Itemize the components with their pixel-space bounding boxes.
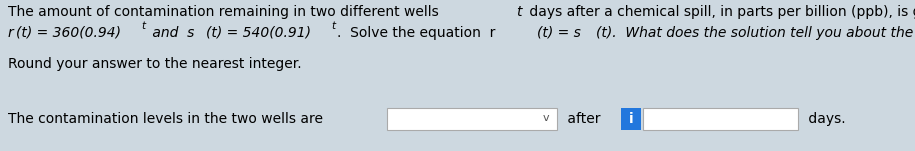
Text: v: v	[543, 113, 550, 123]
Text: The contamination levels in the two wells are: The contamination levels in the two well…	[8, 112, 323, 126]
Text: i: i	[629, 112, 634, 126]
Text: days after a chemical spill, in parts per billion (ppb), is given by: days after a chemical spill, in parts pe…	[524, 5, 915, 19]
Text: (t) = 360(0.94): (t) = 360(0.94)	[16, 26, 122, 40]
Text: .  Solve the equation  r: . Solve the equation r	[337, 26, 496, 40]
Text: after: after	[563, 112, 605, 126]
Text: The amount of contamination remaining in two different wells: The amount of contamination remaining in…	[8, 5, 443, 19]
Text: t: t	[516, 5, 522, 19]
Text: t: t	[331, 21, 335, 31]
Text: (t).  What does the solution tell you about the wells?: (t). What does the solution tell you abo…	[596, 26, 915, 40]
Text: r: r	[8, 26, 14, 40]
FancyBboxPatch shape	[387, 108, 557, 130]
Text: t: t	[141, 21, 145, 31]
FancyBboxPatch shape	[621, 108, 641, 130]
Text: and  s: and s	[147, 26, 194, 40]
Text: (t) = s: (t) = s	[537, 26, 581, 40]
Text: (t) = 540(0.91): (t) = 540(0.91)	[206, 26, 311, 40]
Text: days.: days.	[804, 112, 846, 126]
FancyBboxPatch shape	[643, 108, 798, 130]
Text: Round your answer to the nearest integer.: Round your answer to the nearest integer…	[8, 57, 302, 71]
